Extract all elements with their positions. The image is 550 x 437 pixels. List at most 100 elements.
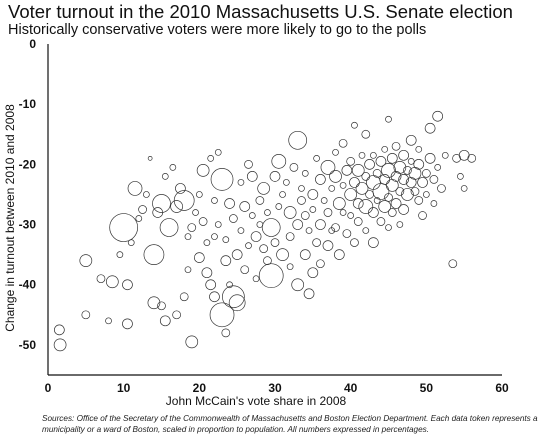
data-point: [387, 208, 397, 217]
data-point: [214, 148, 222, 156]
data-point: [109, 213, 139, 242]
data-point: [361, 129, 371, 139]
data-point: [418, 211, 427, 220]
data-point: [346, 157, 356, 166]
data-point: [437, 184, 446, 193]
data-point: [116, 251, 124, 258]
data-point: [422, 191, 430, 198]
data-point: [271, 154, 287, 169]
data-point: [424, 152, 436, 164]
data-point: [210, 168, 234, 191]
data-point: [375, 156, 387, 167]
x-axis-label: John McCain's vote share in 2008: [166, 394, 347, 408]
data-point: [170, 200, 183, 213]
data-point: [467, 153, 477, 163]
data-point: [245, 242, 252, 249]
data-point: [240, 265, 250, 275]
data-point: [339, 209, 347, 216]
data-point: [424, 122, 436, 134]
data-point: [386, 152, 398, 164]
axes: [47, 44, 502, 376]
data-point: [393, 161, 407, 174]
data-point: [398, 174, 409, 185]
data-point: [429, 175, 439, 184]
data-point: [421, 169, 431, 178]
data-point: [362, 227, 370, 234]
data-point: [79, 254, 93, 268]
data-point: [248, 212, 256, 219]
data-point: [264, 209, 271, 216]
data-point: [390, 198, 402, 209]
data-point: [193, 252, 205, 263]
data-point: [53, 324, 65, 336]
data-point: [229, 214, 238, 223]
data-point: [405, 134, 417, 146]
data-point: [157, 301, 166, 311]
data-point: [358, 151, 366, 159]
x-tick-label: 40: [344, 381, 358, 395]
data-point: [434, 164, 442, 171]
data-point: [320, 197, 328, 204]
data-point: [329, 170, 342, 183]
data-point: [258, 263, 284, 289]
y-tick-label: -40: [19, 278, 37, 292]
data-point: [331, 223, 340, 232]
data-point: [283, 179, 290, 186]
data-point: [292, 219, 304, 230]
data-point: [407, 158, 415, 165]
data-point: [297, 196, 306, 205]
data-point: [351, 121, 358, 129]
data-point: [270, 238, 280, 247]
data-points: [53, 110, 477, 352]
data-point: [432, 110, 444, 122]
data-point: [368, 237, 379, 248]
data-point: [379, 174, 391, 185]
data-point: [351, 164, 365, 177]
data-point: [364, 159, 375, 170]
data-point: [401, 188, 414, 201]
data-point: [298, 185, 305, 192]
data-point: [192, 209, 199, 216]
data-point: [441, 151, 449, 159]
data-point: [342, 229, 352, 238]
data-point: [289, 163, 299, 172]
chart-subtitle: Historically conservative voters were mo…: [8, 22, 427, 38]
data-point: [299, 249, 311, 260]
data-point: [246, 171, 258, 182]
data-point: [396, 221, 404, 228]
data-point: [286, 263, 294, 271]
data-point: [312, 238, 321, 247]
data-point: [361, 172, 371, 181]
x-tick-label: 0: [45, 381, 52, 395]
data-point: [398, 204, 409, 215]
data-point: [203, 239, 211, 246]
data-point: [127, 181, 143, 196]
y-tick-label: 0: [29, 37, 36, 51]
data-point: [255, 196, 265, 205]
data-point: [338, 138, 348, 148]
y-tick-label: -20: [19, 157, 37, 171]
y-axis-label: Change in turnout between 2010 and 2008: [3, 104, 17, 332]
data-point: [224, 198, 235, 209]
x-tick-label: 10: [117, 381, 131, 395]
data-point: [385, 224, 392, 231]
data-point: [417, 177, 428, 188]
data-point: [391, 141, 401, 151]
data-point: [301, 170, 309, 177]
data-point: [184, 233, 192, 240]
data-point: [349, 177, 360, 188]
y-tick-label: -50: [19, 338, 37, 352]
data-point: [353, 217, 363, 226]
data-point: [315, 174, 326, 185]
data-point: [358, 199, 374, 214]
data-point: [309, 206, 317, 213]
data-point: [448, 259, 458, 269]
data-point: [381, 163, 396, 178]
data-point: [460, 185, 468, 192]
data-point: [276, 248, 289, 261]
data-point: [122, 279, 133, 291]
data-point: [285, 232, 295, 241]
data-point: [161, 173, 169, 180]
data-point: [135, 215, 143, 222]
data-point: [179, 292, 189, 302]
